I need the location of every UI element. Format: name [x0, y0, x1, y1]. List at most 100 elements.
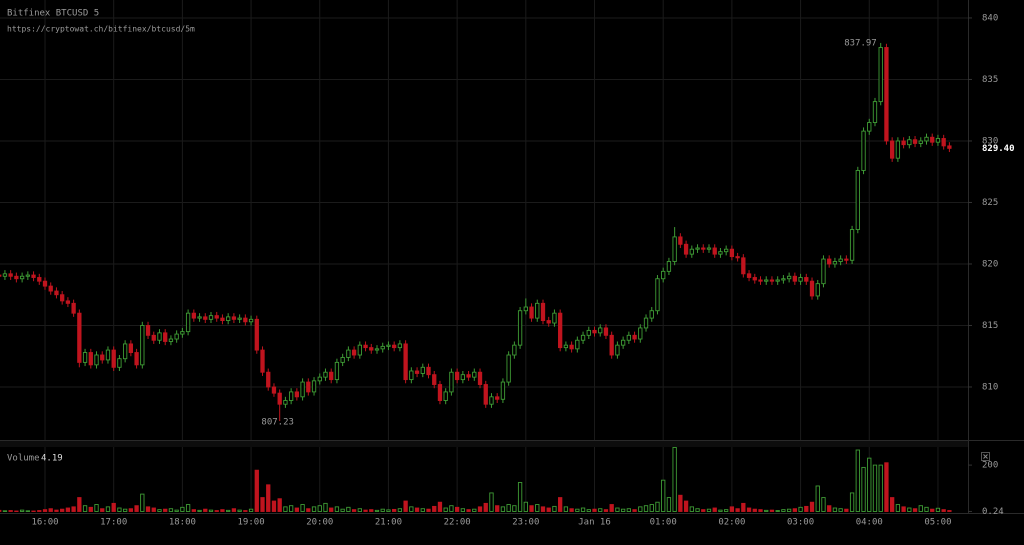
x-tick-label: 05:00 [924, 518, 951, 528]
candle-body [718, 251, 723, 255]
volume-bar [569, 508, 574, 512]
x-tick-label: 16:00 [31, 518, 58, 528]
close-pane-button[interactable] [981, 452, 990, 461]
candle-body [552, 312, 557, 324]
candle-body [254, 318, 259, 351]
volume-bar [300, 504, 305, 512]
candle-body [19, 275, 25, 280]
candle-body [317, 376, 322, 382]
candle-body [437, 384, 443, 401]
candle-body [363, 344, 368, 349]
candle-body [781, 278, 786, 281]
candle-body [809, 280, 815, 297]
candle-body [575, 339, 580, 350]
high-annotation: 837.97 [844, 38, 877, 48]
volume-bar [117, 507, 122, 512]
volume-bar [512, 505, 517, 512]
candle-body [941, 138, 946, 147]
candle-body [283, 400, 288, 405]
volume-bar [54, 509, 59, 512]
candle-body [815, 283, 820, 297]
candle-body [907, 139, 912, 146]
volume-bar [237, 509, 242, 512]
candle-body [798, 277, 803, 282]
volume-bar [0, 509, 2, 512]
volume-bar [105, 506, 111, 512]
candle-body [643, 317, 649, 329]
volume-bar [323, 502, 328, 512]
volume-bar [798, 506, 803, 512]
volume-bar [128, 508, 134, 512]
volume-bar [529, 505, 534, 512]
volume-bar [695, 508, 700, 512]
volume-bar [363, 509, 368, 512]
volume-bar [907, 507, 912, 512]
candle-body [706, 247, 712, 250]
x-tick-label: 01:00 [650, 518, 677, 528]
volume-bar [935, 507, 941, 512]
y-tick-label: 840 [982, 13, 998, 23]
volume-bar [31, 510, 36, 512]
volume-bar [14, 510, 19, 512]
volume-bar [758, 509, 763, 512]
candle-body [890, 140, 895, 159]
volume-bar [386, 509, 391, 512]
candle-body [180, 331, 185, 335]
candle-body [872, 101, 878, 123]
volume-bar [134, 505, 139, 512]
candle-body [649, 310, 654, 319]
candle-body [849, 229, 855, 261]
candle-body [346, 349, 351, 358]
candle-body [838, 258, 843, 262]
x-tick-label: 19:00 [238, 518, 265, 528]
candle-body [105, 349, 111, 361]
candle-body [25, 274, 30, 277]
volume-bar [260, 497, 265, 512]
volume-bar [912, 508, 918, 512]
candle-body [620, 339, 626, 346]
volume-bar [8, 510, 13, 512]
volume-bar [231, 508, 237, 512]
volume-bar [638, 506, 643, 512]
candle-body [203, 316, 208, 320]
volume-bar [712, 507, 717, 512]
candle-body [14, 275, 19, 280]
volume-bar [558, 497, 563, 512]
close-pane-icon [983, 454, 988, 459]
candle-body [94, 354, 99, 366]
volume-bar [884, 462, 889, 512]
volume-bar [466, 509, 471, 512]
volume-bar [678, 494, 683, 512]
candle-body [397, 343, 403, 349]
candle-body [48, 285, 53, 292]
volume-bar [849, 492, 855, 512]
volume-bar [506, 504, 511, 512]
candle-body [878, 47, 883, 103]
candle-body [357, 344, 362, 356]
candle-body [855, 170, 860, 230]
volume-bar [500, 506, 506, 512]
volume-bar [615, 507, 620, 512]
volume-bar [317, 505, 322, 512]
candle-body [323, 371, 328, 378]
candle-body [237, 317, 242, 320]
volume-bar [947, 510, 952, 512]
volume-bar [649, 504, 654, 512]
candle-body [151, 334, 156, 341]
volume-bar [140, 493, 145, 512]
volume-bar [403, 500, 408, 512]
candle-body [231, 316, 237, 320]
volume-bar [832, 507, 838, 512]
candle-body [71, 302, 76, 314]
x-tick-label: Jan 16 [578, 518, 611, 528]
candle-body [701, 247, 706, 250]
volume-bar [580, 507, 586, 512]
candle-body [111, 349, 116, 368]
candle-body [271, 386, 277, 394]
volume-bar [283, 506, 288, 512]
candle-body [306, 381, 311, 393]
x-tick-label: 21:00 [375, 518, 402, 528]
volume-bar [191, 509, 196, 512]
candle-body [168, 338, 174, 342]
volume-bar [666, 497, 672, 512]
